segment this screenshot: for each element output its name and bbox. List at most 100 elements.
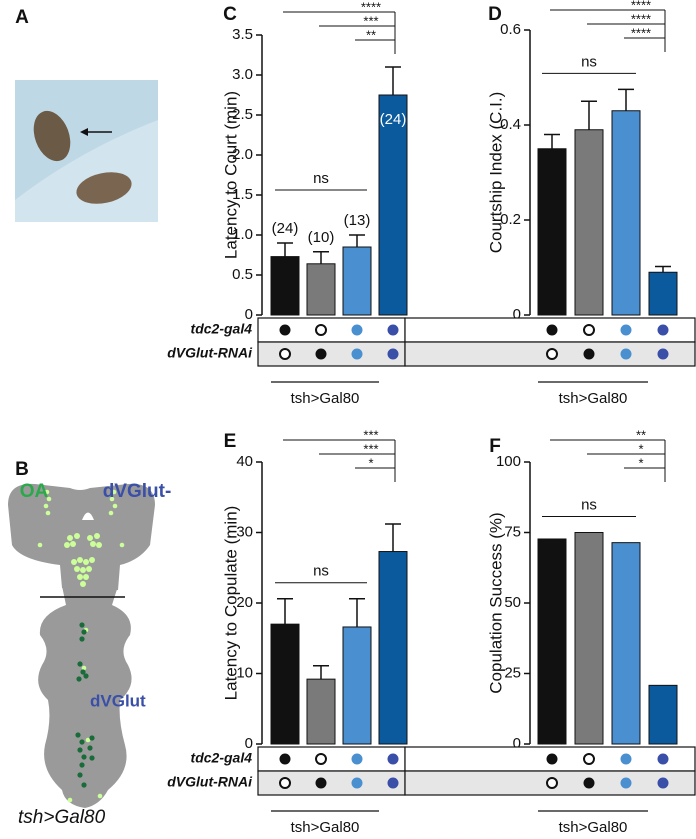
y-tick-label: 1.5 <box>232 186 253 203</box>
arrow-head <box>80 128 88 136</box>
genotype-row-label: dVGlut-RNAi <box>167 774 253 790</box>
significance-label: * <box>638 441 643 456</box>
genotype-dot <box>583 777 595 789</box>
error-bar <box>277 242 293 257</box>
error-bar <box>349 234 365 247</box>
bar <box>306 678 336 745</box>
significance-label: **** <box>361 0 381 14</box>
genotype-dot <box>315 324 327 336</box>
genotype-dot <box>620 324 632 336</box>
fly <box>76 172 132 204</box>
genotype-bracket-label: tsh>Gal80 <box>291 390 360 407</box>
vnc-shape <box>38 586 132 808</box>
bar <box>342 626 372 745</box>
genotype-row <box>404 341 696 367</box>
bar <box>611 110 641 316</box>
genotype-dot <box>351 753 363 765</box>
fly-photo <box>15 80 158 222</box>
error-bar <box>385 66 401 95</box>
error-bar <box>277 598 293 625</box>
ns-label: ns <box>581 53 597 70</box>
bar <box>378 551 408 745</box>
genotype-dot <box>620 777 632 789</box>
genotype-dot <box>657 348 669 360</box>
y-tick-label: 3.5 <box>232 26 253 43</box>
y-tick-label: 1.0 <box>232 226 253 243</box>
genotype-dot <box>351 348 363 360</box>
y-tick-label: 20 <box>236 594 253 611</box>
brain-hole <box>82 512 94 520</box>
genotype-dot <box>546 777 558 789</box>
genotype-dot <box>279 324 291 336</box>
y-tick-label: 0 <box>245 735 253 752</box>
bar <box>574 532 604 745</box>
genotype-dot <box>387 348 399 360</box>
genotype-dot <box>315 777 327 789</box>
genotype-dot <box>583 324 595 336</box>
bar <box>574 129 604 316</box>
ns-label: ns <box>313 563 329 580</box>
panel-label: D <box>488 4 502 25</box>
vglut-neurons <box>75 622 95 788</box>
panel-label: C <box>223 4 237 25</box>
bar <box>611 542 641 745</box>
genotype-dot <box>387 753 399 765</box>
oa-neurons <box>37 489 125 803</box>
brain-shape <box>8 483 155 592</box>
error-bar <box>544 133 560 149</box>
diagram-label: tsh>Gal80 <box>18 807 106 828</box>
diagram-label: dVGlut- <box>103 481 172 502</box>
y-tick-label: 0 <box>513 735 521 752</box>
y-tick-label: 0.6 <box>500 21 521 38</box>
genotype-dot <box>583 753 595 765</box>
bar <box>648 271 678 316</box>
significance-label: * <box>368 455 373 470</box>
genotype-row-label: dVGlut-RNAi <box>167 345 253 361</box>
significance-label: **** <box>631 11 651 26</box>
genotype-dot <box>387 324 399 336</box>
bar <box>270 256 300 316</box>
panel-label: B <box>15 459 29 480</box>
bar <box>537 148 567 316</box>
genotype-dot <box>583 348 595 360</box>
y-tick-label: 3.0 <box>232 66 253 83</box>
significance-label: *** <box>363 13 378 28</box>
y-tick-label: 25 <box>504 664 521 681</box>
significance-label: * <box>638 455 643 470</box>
diagram-label: OA <box>20 481 49 502</box>
error-bar <box>313 251 329 264</box>
nervous-system-diagram: OA dVGlut- dVGlut tsh>Gal80 <box>8 481 171 828</box>
panel-label: F <box>489 436 501 457</box>
fly <box>33 110 71 162</box>
genotype-dot <box>620 348 632 360</box>
genotype-dot <box>620 753 632 765</box>
n-label: (10) <box>308 229 335 246</box>
y-axis-label: Latency to Court (min) <box>221 91 240 259</box>
error-bar <box>618 88 634 111</box>
y-tick-label: 2.0 <box>232 146 253 163</box>
y-tick-label: 0.2 <box>500 211 521 228</box>
significance-label: ** <box>636 427 646 442</box>
error-bar <box>385 523 401 552</box>
panel-label: A <box>15 7 29 28</box>
y-tick-label: 100 <box>496 453 521 470</box>
y-tick-label: 2.5 <box>232 106 253 123</box>
y-tick-label: 0 <box>245 306 253 323</box>
y-axis-label: Copulation Success (%) <box>486 512 505 693</box>
bar <box>342 246 372 316</box>
genotype-dot <box>387 777 399 789</box>
panel-label: E <box>224 431 237 452</box>
error-bar <box>581 100 597 130</box>
genotype-dot <box>657 753 669 765</box>
significance-label: **** <box>631 0 651 12</box>
y-tick-label: 40 <box>236 453 253 470</box>
genotype-bracket-label: tsh>Gal80 <box>291 819 360 836</box>
genotype-dot <box>315 753 327 765</box>
genotype-row-label: tdc2-gal4 <box>191 750 253 766</box>
genotype-dot <box>657 777 669 789</box>
bar <box>306 263 336 316</box>
genotype-dot <box>657 324 669 336</box>
error-bar <box>655 265 671 273</box>
genotype-row <box>404 746 696 772</box>
